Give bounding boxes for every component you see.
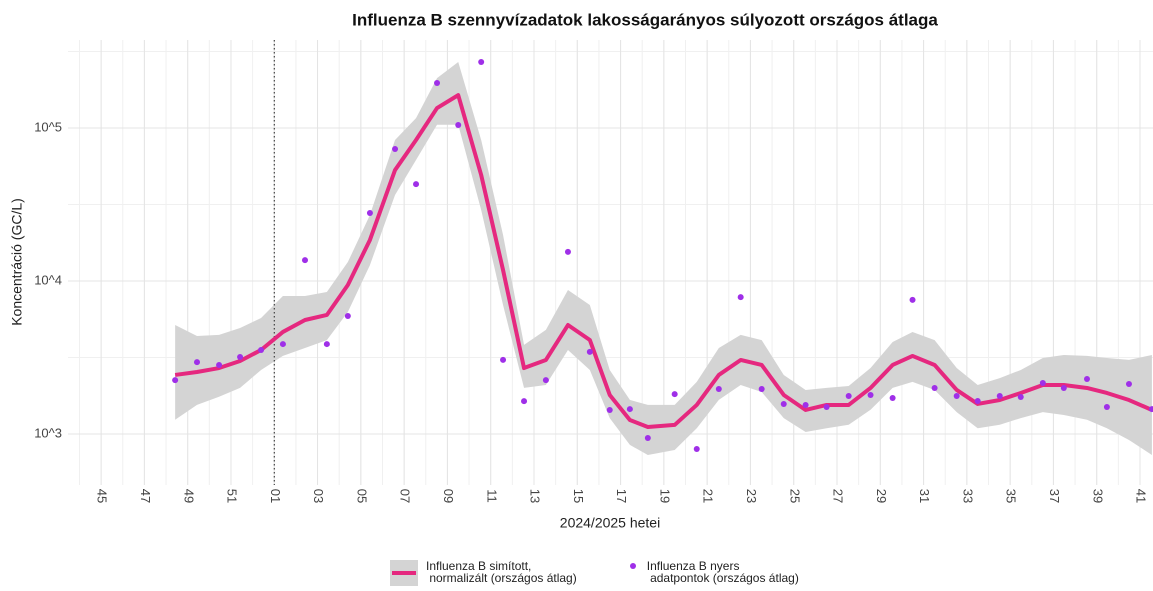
data-point [344, 313, 351, 320]
x-tick-label: 13 [528, 489, 543, 503]
x-tick-label: 45 [95, 489, 110, 503]
y-tick-label: 10^3 [34, 425, 62, 440]
data-point [737, 294, 744, 301]
data-point [542, 377, 549, 384]
data-point [323, 341, 330, 348]
x-tick-label: 09 [441, 489, 456, 503]
data-point [1148, 406, 1153, 413]
x-tick-label: 31 [917, 489, 932, 503]
x-tick-label: 19 [657, 489, 672, 503]
data-point [606, 406, 613, 413]
data-point [237, 354, 244, 361]
legend-item: Influenza B nyers adatpontok (országos á… [627, 560, 799, 586]
x-tick-label: 29 [874, 489, 889, 503]
x-tick-label: 39 [1090, 489, 1105, 503]
data-point [500, 356, 507, 363]
data-point [1103, 403, 1110, 410]
data-point [1039, 380, 1046, 387]
legend: Influenza B simított, normalizált (orszá… [390, 560, 799, 586]
legend-swatch-point [629, 563, 636, 569]
data-point [845, 393, 852, 400]
x-tick-label: 51 [225, 489, 240, 503]
data-point [216, 361, 223, 368]
data-point [455, 121, 462, 128]
data-point [413, 181, 420, 188]
x-tick-label: 27 [831, 489, 846, 503]
data-point [564, 248, 571, 255]
legend-label: Influenza B nyers adatpontok (országos á… [646, 559, 799, 585]
data-point [172, 377, 179, 384]
data-point [1060, 384, 1067, 391]
x-tick-label: 01 [268, 489, 283, 503]
data-point [715, 385, 722, 392]
data-point [434, 80, 441, 87]
x-tick-label: 25 [787, 489, 802, 503]
data-point [392, 145, 399, 152]
data-point [193, 359, 200, 366]
data-point [802, 401, 809, 408]
grid [68, 40, 1153, 485]
data-point [586, 348, 593, 355]
x-tick-label: 33 [960, 489, 975, 503]
legend-label: Influenza B simított, normalizált (orszá… [426, 559, 577, 585]
smoothed-line [174, 93, 1153, 429]
data-point [867, 391, 874, 398]
data-point [1125, 381, 1132, 388]
data-point [366, 210, 373, 217]
data-point [671, 391, 678, 398]
x-tick-label: 23 [744, 489, 759, 503]
x-tick-label: 07 [398, 489, 413, 503]
x-axis-label: 2024/2025 hetei [560, 515, 660, 531]
data-point [823, 403, 830, 410]
legend-item: Influenza B simított, normalizált (orszá… [390, 560, 577, 586]
chart-title: Influenza B szennyvízadatok lakosságarán… [352, 10, 938, 29]
x-tick-label: 49 [181, 489, 196, 503]
data-point [931, 384, 938, 391]
x-tick-label: 11 [484, 489, 499, 503]
y-axis-label: Koncentráció (GC/L) [9, 198, 25, 326]
data-point [1083, 376, 1090, 383]
data-point [301, 257, 308, 264]
x-tick-label: 35 [1004, 489, 1019, 503]
x-tick-label: 03 [311, 489, 326, 503]
data-point [996, 393, 1003, 400]
data-point [644, 434, 651, 441]
data-point [758, 385, 765, 392]
data-point [478, 59, 485, 66]
y-tick-label: 10^4 [34, 272, 62, 287]
x-tick-label: 37 [1047, 489, 1062, 503]
y-tick-label: 10^5 [34, 119, 62, 134]
chart: Influenza B szennyvízadatok lakosságarán… [9, 10, 1153, 531]
data-point [258, 346, 265, 353]
x-tick-label: 15 [571, 489, 586, 503]
x-tick-label: 21 [701, 489, 716, 503]
x-tick-label: 05 [354, 489, 369, 503]
data-point [909, 296, 916, 303]
data-point [1017, 393, 1024, 400]
data-point [521, 398, 528, 405]
data-point [953, 393, 960, 400]
data-point [974, 398, 981, 405]
legend-swatch-band [390, 560, 418, 586]
data-point [780, 400, 787, 407]
x-tick-label: 41 [1134, 489, 1149, 503]
data-point [889, 395, 896, 402]
data-point [626, 406, 633, 413]
data-point [279, 341, 286, 348]
x-tick-label: 17 [614, 489, 629, 503]
data-point [693, 445, 700, 452]
x-tick-label: 47 [138, 489, 153, 503]
